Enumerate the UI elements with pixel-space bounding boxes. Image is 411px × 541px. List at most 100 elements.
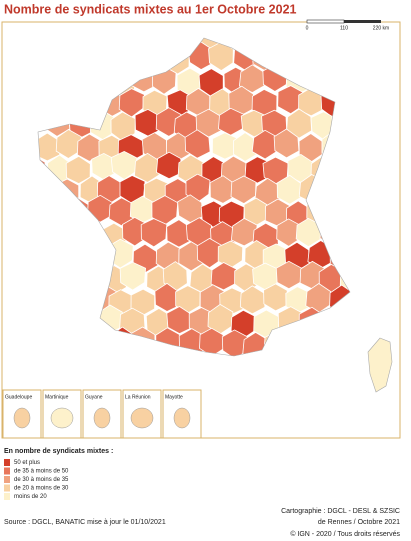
credit: de Rennes / Octobre 2021 (318, 519, 400, 526)
department (38, 154, 46, 184)
legend-label: de 35 à moins de 50 (14, 469, 69, 475)
department (75, 86, 102, 116)
department (230, 217, 258, 247)
department (63, 327, 91, 356)
department (51, 88, 79, 119)
department (264, 38, 291, 48)
department (319, 216, 346, 245)
department (319, 308, 345, 338)
department (64, 241, 92, 271)
scale-label: 0 (306, 25, 309, 31)
department (97, 89, 123, 118)
scale-label: 110 (340, 25, 348, 31)
department (56, 45, 82, 73)
department (38, 177, 59, 206)
department (238, 38, 265, 49)
department (38, 264, 59, 293)
department (85, 38, 113, 50)
legend-swatch (4, 459, 10, 466)
department (85, 237, 111, 267)
department (337, 309, 350, 341)
department (44, 239, 70, 268)
department (43, 38, 70, 49)
department (42, 65, 69, 95)
department (38, 198, 46, 228)
department (77, 220, 104, 249)
legend-label: 50 et plus (14, 460, 40, 466)
inset-frame (162, 389, 202, 439)
department (199, 327, 225, 356)
department (76, 266, 103, 295)
legend-label: de 20 à moins de 30 (14, 486, 69, 492)
department (38, 66, 50, 95)
france-outline (37, 37, 351, 357)
department (91, 66, 117, 94)
department (331, 108, 350, 138)
department (210, 262, 238, 291)
department (38, 244, 49, 272)
corsica (367, 337, 393, 393)
legend-swatch (4, 484, 10, 492)
department (221, 329, 248, 356)
department (305, 328, 332, 356)
department (46, 286, 71, 316)
department (321, 46, 348, 76)
department (343, 43, 350, 73)
department (110, 38, 137, 50)
legend: 50 et plus de 35 à moins de 50 de 30 à moi… (4, 459, 69, 500)
department (43, 328, 69, 356)
department (278, 40, 304, 70)
department (339, 87, 350, 115)
department (38, 43, 57, 73)
department (286, 329, 313, 356)
department (273, 128, 300, 159)
department (288, 38, 314, 53)
departments (38, 38, 350, 356)
inset-label: La Réunion (125, 394, 151, 400)
department (294, 44, 320, 73)
department (332, 196, 350, 226)
department (65, 38, 93, 52)
inset-label: Martinique (45, 394, 69, 400)
department (142, 40, 169, 71)
department (330, 151, 350, 182)
department (55, 129, 82, 159)
legend-label: moins de 20 (14, 494, 47, 500)
department (55, 266, 82, 294)
inset-frame (82, 389, 122, 439)
territory (93, 407, 111, 429)
department (310, 38, 336, 52)
inset-label: Guadeloupe (5, 394, 32, 400)
department (65, 155, 91, 185)
source: Source : DGCL, BANATIC mise à jour le 01… (4, 519, 166, 526)
department (66, 287, 93, 315)
territory (130, 407, 154, 429)
department (53, 306, 79, 336)
department (164, 45, 190, 75)
department (85, 330, 112, 356)
department (342, 176, 350, 206)
department (315, 176, 342, 205)
credit: Cartographie : DGCL - DESL & SZSIC (281, 508, 400, 515)
department (54, 178, 80, 208)
department (75, 40, 102, 70)
department (38, 84, 58, 114)
department (156, 151, 183, 180)
department (55, 220, 81, 250)
department (65, 197, 91, 227)
department (119, 261, 147, 291)
department (110, 150, 138, 180)
department (77, 307, 105, 335)
legend-swatch (4, 467, 10, 475)
department (251, 43, 278, 71)
department (343, 216, 350, 246)
scale-label: 220 km (373, 25, 389, 31)
department (44, 199, 70, 230)
department (38, 306, 61, 337)
territory (50, 407, 74, 429)
inset-frame (42, 389, 82, 439)
department (331, 67, 350, 95)
credit: © IGN - 2020 / Tous droits réservés (290, 530, 400, 538)
department (38, 284, 46, 313)
